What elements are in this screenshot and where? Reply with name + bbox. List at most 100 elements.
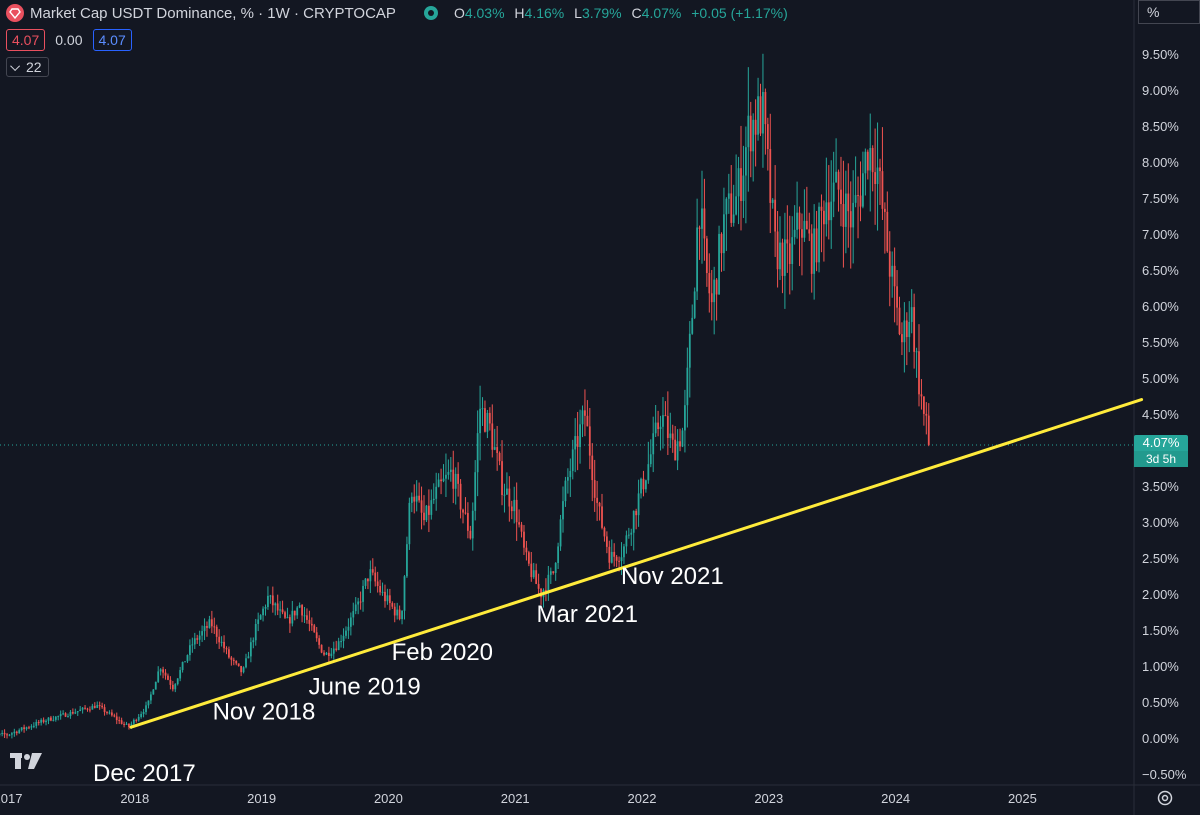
- candle-body: [340, 641, 342, 643]
- candle-body: [57, 716, 60, 718]
- high-value: 4.16%: [524, 5, 565, 21]
- candle-body: [503, 494, 506, 496]
- candle-body: [415, 495, 418, 502]
- candle-body: [267, 595, 269, 608]
- candle-body: [413, 496, 416, 502]
- candle-body: [457, 473, 460, 484]
- candle-body: [898, 307, 901, 335]
- candle-body: [913, 307, 916, 352]
- candle-body: [671, 433, 674, 440]
- candle-body: [686, 367, 689, 406]
- candle-body: [313, 625, 316, 633]
- x-tick-label: 2018: [120, 791, 149, 806]
- candle-body: [844, 193, 847, 227]
- candle-body: [545, 589, 547, 592]
- candle-body: [371, 569, 374, 573]
- buy-button[interactable]: 4.07: [92, 29, 132, 51]
- candle-body: [328, 652, 330, 656]
- candle-body: [698, 227, 701, 229]
- candle-body: [98, 705, 101, 707]
- candle-body: [776, 231, 779, 270]
- candle-body: [488, 412, 491, 424]
- candle-body: [130, 723, 133, 727]
- candle-body: [620, 557, 623, 562]
- candle-body: [64, 713, 67, 717]
- change-value: +0.05 (+1.17%): [691, 5, 788, 21]
- candle-body: [840, 189, 842, 204]
- candle-body: [284, 612, 286, 618]
- candle-body: [871, 148, 874, 173]
- candle-body: [71, 711, 74, 714]
- candle-body: [449, 469, 452, 472]
- candle-body: [118, 720, 121, 722]
- close-value: 4.07%: [641, 5, 682, 21]
- candle-body: [186, 655, 189, 662]
- candle-body: [293, 610, 296, 616]
- tradingview-logo-icon[interactable]: [10, 753, 42, 776]
- candle-body: [466, 513, 469, 531]
- trendline[interactable]: [129, 398, 1144, 729]
- candle-body: [854, 195, 857, 203]
- candle-body: [184, 661, 186, 663]
- visibility-icon[interactable]: [423, 6, 438, 20]
- x-tick-label: 2020: [374, 791, 403, 806]
- candle-body: [101, 705, 104, 708]
- candle-body: [471, 510, 474, 539]
- candle-body: [108, 712, 111, 714]
- time-axis[interactable]: 2017 2018 2019 2020 2021 2022 2023 2024 2025: [0, 791, 1037, 806]
- candle-body: [876, 167, 879, 185]
- candle-body: [637, 493, 640, 516]
- candle-body: [549, 571, 552, 575]
- candle-body: [820, 206, 823, 211]
- y-tick-label: 7.00%: [1142, 227, 1179, 242]
- candle-body: [808, 229, 811, 234]
- candle-body: [32, 725, 35, 727]
- candle-body: [232, 659, 235, 661]
- candle-body: [837, 171, 840, 190]
- candle-body: [896, 286, 898, 308]
- candle-body: [847, 193, 850, 212]
- sell-button[interactable]: 4.07: [6, 29, 46, 51]
- symbol-title[interactable]: Market Cap USDT Dominance, % · 1W · CRYP…: [30, 4, 396, 22]
- candle-body: [754, 119, 757, 135]
- price-axis[interactable]: 9.50% 9.00% 8.50% 8.00% 7.50% 7.00% 6.50% 6.00%…: [1142, 47, 1187, 782]
- candle-body: [591, 455, 594, 481]
- candle-body: [425, 505, 428, 521]
- candle-body: [157, 671, 160, 682]
- candle-body: [554, 562, 557, 573]
- candle-body: [437, 479, 440, 487]
- candle-body: [362, 585, 364, 602]
- candle-body: [632, 510, 635, 533]
- scale-mode-button[interactable]: %: [1138, 0, 1200, 24]
- candle-body: [752, 119, 755, 152]
- candle-body: [625, 535, 628, 547]
- date-annotation: Feb 2020: [392, 639, 493, 666]
- candle-body: [874, 172, 877, 185]
- candle-body: [254, 623, 257, 641]
- indicators-toggle[interactable]: 22: [6, 57, 49, 77]
- candle-body: [13, 731, 16, 734]
- candle-body: [208, 619, 211, 628]
- gear-icon[interactable]: [1156, 789, 1174, 812]
- open-label: O: [453, 5, 465, 21]
- candle-body: [498, 453, 501, 462]
- y-tick-label: 8.50%: [1142, 119, 1179, 134]
- candle-body: [357, 601, 360, 605]
- support-trendline[interactable]: [129, 398, 1144, 729]
- low-value: 3.79%: [581, 5, 622, 21]
- y-tick-label: 4.50%: [1142, 407, 1179, 422]
- candle-body: [106, 712, 108, 714]
- candle-body: [922, 396, 925, 414]
- candle-body: [54, 716, 57, 720]
- trade-buttons: 4.07 0.00 4.07: [6, 29, 132, 51]
- candle-body: [749, 115, 752, 152]
- candle-body: [320, 644, 323, 653]
- candle-body: [805, 220, 808, 230]
- candle-body: [635, 510, 638, 516]
- candle-body: [579, 424, 581, 447]
- candle-body: [659, 426, 662, 430]
- candle-body: [6, 734, 8, 736]
- candle-body: [376, 581, 379, 586]
